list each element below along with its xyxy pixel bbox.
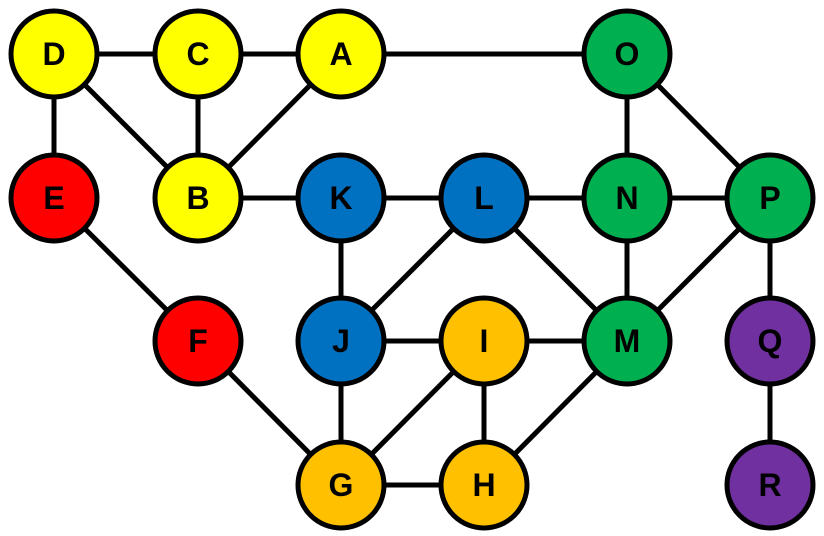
- node-q: Q: [724, 295, 816, 387]
- node-e: E: [8, 152, 100, 244]
- node-label-b: B: [186, 180, 209, 216]
- node-circle-r: [724, 439, 816, 531]
- node-l: L: [438, 152, 530, 244]
- node-label-d: D: [42, 36, 65, 72]
- node-label-n: N: [615, 180, 638, 216]
- node-c: C: [152, 8, 244, 100]
- node-label-c: C: [186, 36, 209, 72]
- node-n: N: [581, 152, 673, 244]
- node-label-j: J: [332, 323, 350, 359]
- node-circle-n: [581, 152, 673, 244]
- node-circle-g: [295, 439, 387, 531]
- node-k: K: [295, 152, 387, 244]
- node-label-i: I: [480, 323, 489, 359]
- node-circle-o: [581, 8, 673, 100]
- node-a: A: [295, 8, 387, 100]
- node-label-h: H: [472, 467, 495, 503]
- node-label-k: K: [329, 180, 352, 216]
- node-label-g: G: [329, 467, 354, 503]
- node-label-l: L: [474, 180, 494, 216]
- node-circle-m: [581, 295, 673, 387]
- node-r: R: [724, 439, 816, 531]
- node-label-o: O: [615, 36, 640, 72]
- node-o: O: [581, 8, 673, 100]
- node-label-p: P: [759, 180, 780, 216]
- node-p: P: [724, 152, 816, 244]
- node-circle-e: [8, 152, 100, 244]
- edge-layer: [51, 51, 773, 488]
- node-label-m: M: [614, 323, 641, 359]
- node-label-f: F: [188, 323, 208, 359]
- node-d: D: [8, 8, 100, 100]
- node-circle-b: [152, 152, 244, 244]
- node-label-r: R: [758, 467, 781, 503]
- node-circle-c: [152, 8, 244, 100]
- node-label-a: A: [329, 36, 352, 72]
- node-h: H: [438, 439, 530, 531]
- node-circle-p: [724, 152, 816, 244]
- node-circle-i: [438, 295, 530, 387]
- node-label-q: Q: [758, 323, 783, 359]
- node-m: M: [581, 295, 673, 387]
- node-circle-d: [8, 8, 100, 100]
- node-f: F: [152, 295, 244, 387]
- node-circle-a: [295, 8, 387, 100]
- node-circle-k: [295, 152, 387, 244]
- node-i: I: [438, 295, 530, 387]
- node-circle-l: [438, 152, 530, 244]
- node-circle-f: [152, 295, 244, 387]
- node-label-e: E: [43, 180, 64, 216]
- node-g: G: [295, 439, 387, 531]
- node-circle-q: [724, 295, 816, 387]
- node-circle-h: [438, 439, 530, 531]
- node-j: J: [295, 295, 387, 387]
- node-b: B: [152, 152, 244, 244]
- node-circle-j: [295, 295, 387, 387]
- node-layer: D C A O E B K L N P F J I M Q G H R: [8, 8, 816, 531]
